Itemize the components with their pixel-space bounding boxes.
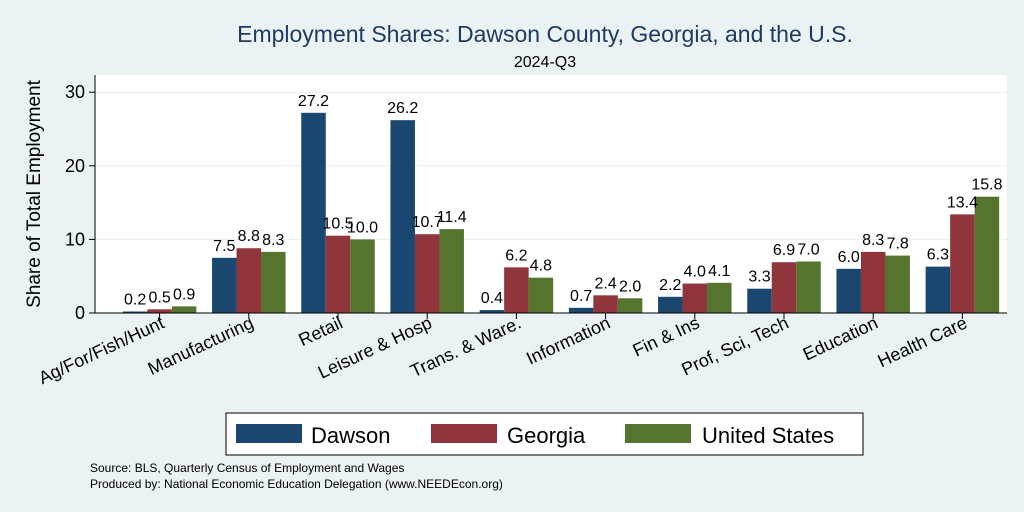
- data-label-united-states-fin-ins: 4.1: [708, 263, 730, 280]
- bar-georgia-ag-for-fish-hunt: [147, 309, 172, 313]
- y-tick-label-10: 10: [65, 229, 85, 249]
- legend-swatch-georgia: [431, 424, 497, 443]
- bar-dawson-trans-ware: [479, 310, 505, 313]
- data-label-georgia-prof-sci-tech: 6.9: [773, 242, 795, 259]
- data-label-dawson-education: 6.0: [838, 249, 860, 266]
- bars: [122, 112, 1000, 313]
- legend-label-united-states: United States: [702, 423, 834, 448]
- x-tick-label-health-care: Health Care: [875, 312, 971, 371]
- data-label-georgia-education: 8.3: [862, 232, 884, 249]
- legend-swatch-united-states: [625, 424, 691, 443]
- x-tick-label-information: Information: [523, 312, 613, 368]
- data-label-united-states-leisure-hosp: 11.4: [437, 209, 467, 226]
- bar-dawson-ag-for-fish-hunt: [122, 311, 148, 313]
- legend-label-dawson: Dawson: [311, 423, 390, 448]
- data-label-dawson-retail: 27.2: [298, 93, 329, 110]
- data-label-united-states-retail: 10.0: [347, 219, 378, 236]
- data-label-united-states-health-care: 15.8: [971, 177, 1002, 194]
- data-label-georgia-retail: 10.5: [322, 216, 353, 233]
- bar-dawson-health-care: [925, 266, 951, 313]
- bar-dawson-information: [568, 307, 594, 313]
- bar-united-states-prof-sci-tech: [796, 261, 821, 313]
- x-tick-label-education: Education: [800, 312, 881, 364]
- bar-united-states-retail: [350, 239, 375, 313]
- bar-georgia-fin-ins: [682, 283, 708, 313]
- y-axis-label: Share of Total Employment: [24, 79, 45, 307]
- data-label-united-states-ag-for-fish-hunt: 0.9: [173, 286, 195, 303]
- data-label-georgia-manufacturing: 8.8: [238, 228, 260, 245]
- data-label-dawson-information: 0.7: [570, 288, 592, 305]
- data-label-georgia-leisure-hosp: 10.7: [412, 214, 443, 231]
- bar-georgia-trans-ware: [504, 267, 529, 313]
- y-ticks: 0 10 20 30: [65, 82, 95, 323]
- bar-united-states-information: [617, 298, 643, 313]
- x-tick-label-ag-for-fish-hunt: Ag/For/Fish/Hunt: [36, 312, 168, 388]
- legend-swatch-dawson: [236, 424, 302, 443]
- bar-united-states-education: [885, 255, 910, 313]
- data-label-dawson-trans-ware: 0.4: [481, 290, 503, 307]
- y-tick-label-30: 30: [65, 82, 85, 102]
- bar-dawson-prof-sci-tech: [747, 288, 772, 313]
- data-label-united-states-education: 7.8: [887, 236, 909, 253]
- data-label-georgia-trans-ware: 6.2: [505, 247, 527, 264]
- data-label-dawson-ag-for-fish-hunt: 0.2: [124, 292, 146, 309]
- y-tick-label-20: 20: [65, 156, 85, 176]
- produced-note: Produced by: National Economic Education…: [90, 477, 503, 491]
- bar-united-states-fin-ins: [707, 282, 732, 313]
- bar-georgia-information: [593, 295, 618, 313]
- data-label-united-states-prof-sci-tech: 7.0: [797, 241, 819, 258]
- bar-dawson-leisure-hosp: [390, 120, 415, 313]
- bar-united-states-leisure-hosp: [439, 229, 464, 313]
- x-tick-label-fin-ins: Fin & Ins: [630, 312, 703, 360]
- y-tick-label-0: 0: [75, 303, 85, 323]
- x-tick-label-retail: Retail: [296, 312, 346, 350]
- legend-label-georgia: Georgia: [507, 423, 586, 448]
- bar-united-states-health-care: [974, 196, 1000, 313]
- data-label-georgia-information: 2.4: [594, 275, 616, 292]
- bar-georgia-retail: [325, 235, 351, 313]
- bar-united-states-manufacturing: [261, 251, 286, 313]
- data-label-dawson-prof-sci-tech: 3.3: [748, 269, 770, 286]
- data-label-united-states-manufacturing: 8.3: [262, 232, 284, 249]
- chart-subtitle: 2024-Q3: [514, 54, 576, 71]
- data-label-dawson-health-care: 6.3: [927, 247, 949, 264]
- bar-dawson-education: [836, 268, 861, 313]
- bar-georgia-prof-sci-tech: [771, 262, 797, 313]
- data-labels: 0.2 0.5 0.97.58.8 8.327.210.510.026.210.711…: [124, 93, 1003, 309]
- bar-united-states-ag-for-fish-hunt: [171, 306, 197, 313]
- bar-georgia-manufacturing: [236, 248, 262, 313]
- bar-dawson-retail: [301, 112, 326, 313]
- data-label-georgia-health-care: 13.4: [947, 194, 978, 211]
- chart-title: Employment Shares: Dawson County, Georgi…: [237, 21, 853, 47]
- legend-box: [225, 412, 864, 456]
- data-label-united-states-trans-ware: 4.8: [530, 258, 552, 275]
- bar-georgia-leisure-hosp: [414, 234, 440, 313]
- data-label-georgia-fin-ins: 4.0: [684, 264, 706, 281]
- data-label-dawson-fin-ins: 2.2: [659, 277, 681, 294]
- bar-georgia-health-care: [950, 214, 975, 313]
- bar-united-states-trans-ware: [528, 277, 554, 313]
- data-label-georgia-ag-for-fish-hunt: 0.5: [148, 289, 170, 306]
- bar-georgia-education: [860, 251, 886, 313]
- bar-dawson-manufacturing: [212, 257, 237, 313]
- data-label-united-states-information: 2.0: [619, 278, 641, 295]
- data-label-dawson-leisure-hosp: 26.2: [387, 100, 418, 117]
- legend: Dawson Georgia United States: [225, 412, 864, 456]
- bar-dawson-fin-ins: [658, 296, 683, 313]
- data-label-dawson-manufacturing: 7.5: [213, 238, 235, 255]
- source-note: Source: BLS, Quarterly Census of Employm…: [90, 461, 404, 475]
- gridlines: [95, 91, 1007, 240]
